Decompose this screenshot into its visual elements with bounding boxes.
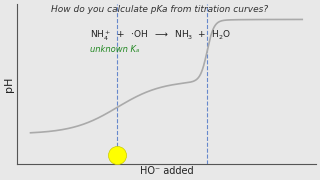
X-axis label: HO⁻ added: HO⁻ added [140,166,193,176]
Text: How do you calculate pKa from titration curves?: How do you calculate pKa from titration … [52,5,268,14]
Text: NH$_4^+$  +  $\cdot$OH  $\longrightarrow$  NH$_3$  +  H$_2$O: NH$_4^+$ + $\cdot$OH $\longrightarrow$ N… [90,29,230,43]
Text: unknown Kₐ: unknown Kₐ [90,45,139,54]
Y-axis label: pH: pH [4,77,14,92]
